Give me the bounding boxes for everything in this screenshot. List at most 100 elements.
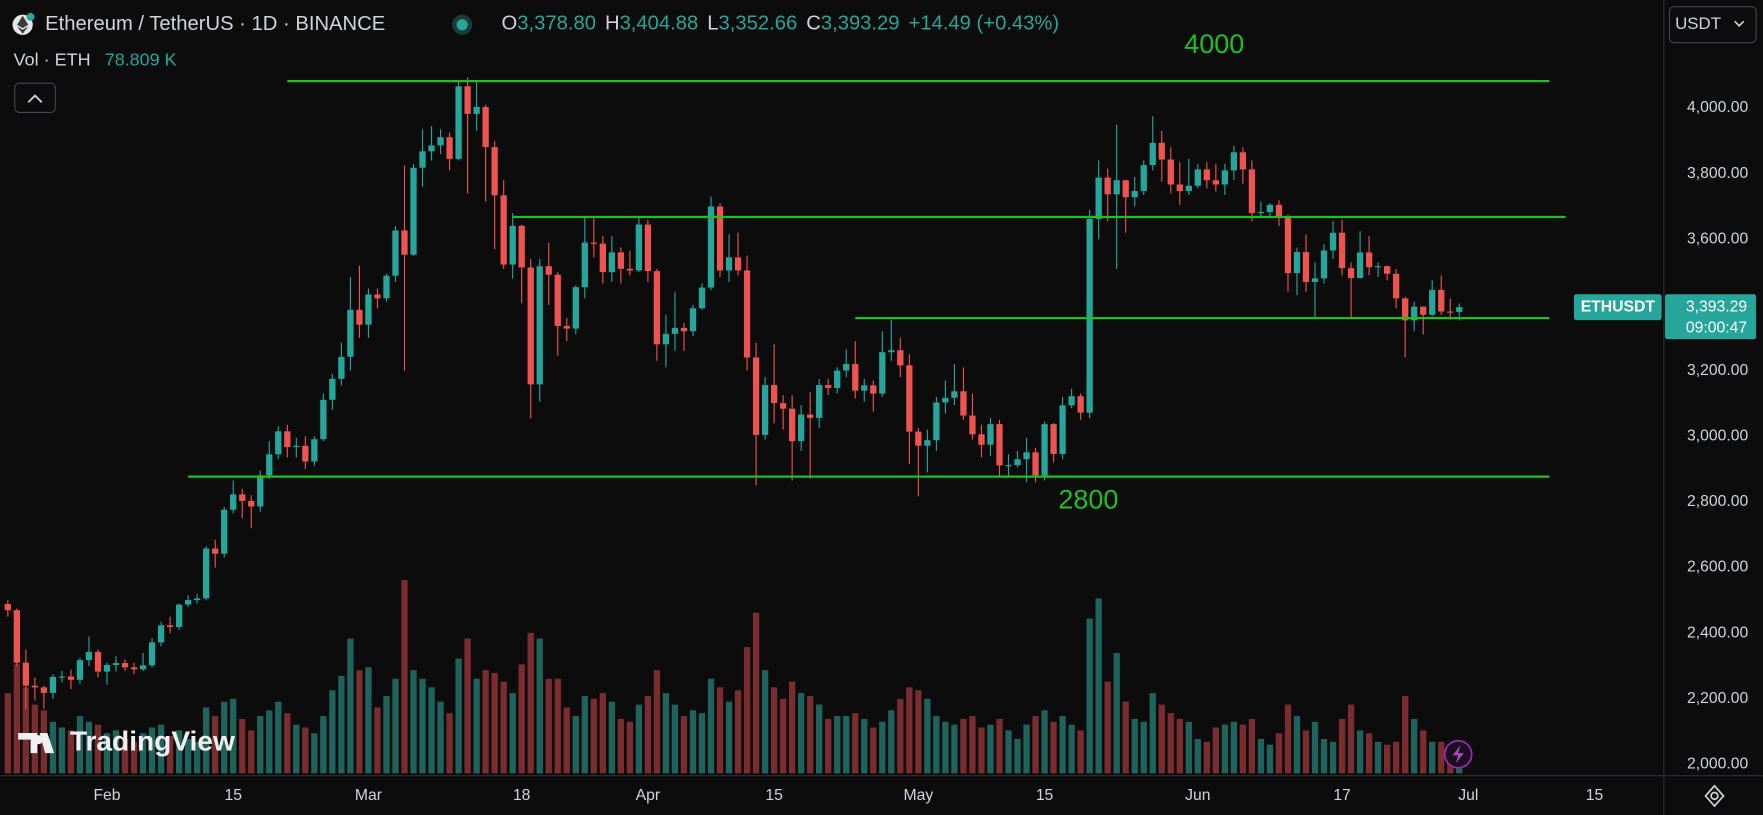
collapse-button-box[interactable] [14,82,56,113]
candle-body [1356,252,1364,279]
volume-bar [1275,733,1283,774]
volume-bar [671,704,679,774]
volume-bar [482,670,489,774]
volume-bar [942,721,949,774]
volume-bar [1059,716,1066,774]
candle-body [410,167,417,255]
volume-bar [311,733,318,774]
volume-bar [554,678,561,774]
volume-bar [446,713,453,774]
candle-body [446,137,453,159]
volume-bar [302,727,309,774]
volume-bar [536,638,543,774]
volume-bar [1320,738,1328,774]
watermark-text: TradingView [70,725,235,756]
currency-dropdown[interactable]: USDT [1668,6,1757,44]
volume-bar [401,580,408,774]
volume-bar [212,716,219,774]
candle-body [1411,306,1418,321]
candle-body [1176,184,1183,192]
x-tick-label: 15 [224,787,242,804]
volume-bar [1167,713,1174,774]
volume-bar [1032,716,1039,774]
volume-bar [707,678,715,774]
candle-body [743,270,751,358]
candle-body [356,309,363,325]
candle-body [617,252,625,269]
candle-body [1068,396,1075,406]
volume-bar [1356,730,1364,774]
volume-bar [1311,721,1319,774]
candle-body [1456,307,1463,312]
candle-body [22,662,30,686]
candle-body [248,500,255,507]
candle-body [1212,180,1220,185]
candle-body [1284,217,1292,274]
candle-body [49,676,57,693]
candle-body [536,266,543,385]
currency-label[interactable]: USDT [1675,14,1721,33]
candle-body [870,385,877,394]
replay-button[interactable] [1443,739,1473,769]
x-tick-label: 15 [1586,787,1604,804]
candle-body [1221,170,1229,185]
candle-body [662,333,670,345]
candle-body [67,676,75,680]
lightning-icon[interactable] [1452,745,1464,764]
volume-bar [680,716,688,774]
settings-icon-center[interactable] [1710,791,1719,801]
y-tick-label: 2,400.00 [1687,624,1748,641]
candle-body [626,268,634,271]
x-tick-label: Jun [1185,787,1210,804]
volume-bar [85,721,93,774]
volume-bar [527,632,534,774]
volume-bar [148,727,156,774]
candle-body [599,243,606,273]
volume-bar [194,741,201,774]
volume-bar [1329,741,1337,774]
low-value: 3,352.66 [719,13,798,35]
volume-bar [590,698,597,774]
currency-box[interactable] [1668,6,1757,44]
volume-bar [275,701,282,774]
candle-body [1393,273,1400,299]
candle-body [85,651,93,661]
candle-body [1104,177,1111,195]
settings-button[interactable] [1704,784,1725,808]
candle-body [491,147,498,196]
volume-bar [419,678,426,774]
volume-bar [166,736,174,774]
settings-icon[interactable] [1704,784,1725,808]
candle-body [888,350,895,353]
volume-bar [491,673,498,774]
candle-body [545,266,552,275]
candle-body [1185,185,1192,192]
candle-body [58,676,66,678]
candle-body [843,364,850,371]
currency-chevron[interactable] [1734,20,1745,27]
volume-bar [347,638,354,774]
volume-bar [473,678,480,774]
candle-body [221,509,228,554]
candle-body [374,294,381,299]
candle-body [175,604,183,627]
collapse-icon[interactable] [27,94,43,103]
candle-body [266,454,273,476]
candle-body [338,356,345,379]
candle-body [644,224,652,272]
x-tick-label: Jul [1458,787,1478,804]
volume-bar [4,693,11,774]
collapse-button[interactable] [14,82,56,113]
plot-area: 4000 2800 [4,29,1566,774]
volume-bar [266,710,273,774]
volume-bar [455,658,462,774]
volume-bar [1050,721,1057,774]
price-tag: ETHUSDT 3,393.29 09:00:47 [1573,294,1757,340]
volume-bar [960,718,967,774]
candle-body [807,414,814,418]
volume-bar [437,701,444,774]
volume-bar [644,695,652,774]
volume-bar [933,716,940,774]
volume-bar [852,713,859,774]
